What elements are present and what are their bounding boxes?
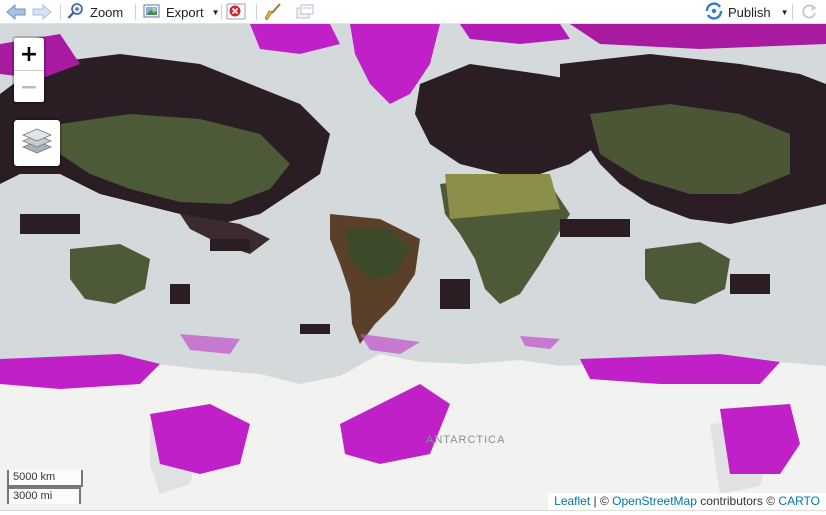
scale-bar: 5000 km 3000 mi <box>7 470 83 504</box>
layers-icon <box>21 127 53 160</box>
viewer-toolbar: Zoom Export ▼ Publish ▼ <box>0 0 826 24</box>
refresh-button[interactable] <box>800 2 818 22</box>
layers-control-button[interactable] <box>12 118 62 168</box>
openstreetmap-link[interactable]: OpenStreetMap <box>612 494 697 508</box>
zoom-out-button[interactable]: − <box>14 70 44 103</box>
attribution-contributors: contributors © <box>696 494 779 508</box>
refresh-icon <box>800 3 818 21</box>
zoom-button[interactable]: Zoom <box>67 2 123 22</box>
toolbar-divider <box>60 4 61 20</box>
back-arrow-icon[interactable] <box>6 2 26 22</box>
map-raster-layer <box>0 24 826 510</box>
broom-icon <box>264 3 282 21</box>
antarctica-label: ANTARCTICA <box>426 434 506 446</box>
scale-km: 5000 km <box>7 470 83 487</box>
chevron-down-icon: ▼ <box>780 7 789 17</box>
popout-window-button[interactable] <box>296 2 314 22</box>
toolbar-divider <box>221 4 222 20</box>
zoom-label: Zoom <box>90 4 124 20</box>
toolbar-divider <box>792 4 793 20</box>
forward-arrow-icon[interactable] <box>32 2 52 22</box>
popout-window-icon <box>296 4 314 20</box>
carto-link[interactable]: CARTO <box>778 494 820 508</box>
export-label: Export <box>166 4 204 20</box>
zoom-control: + − <box>12 36 46 104</box>
clear-broom-button[interactable] <box>264 2 282 22</box>
publish-button[interactable]: Publish ▼ <box>704 1 789 23</box>
export-button[interactable]: Export ▼ <box>143 2 220 22</box>
attribution-separator: | © <box>590 494 613 508</box>
export-image-icon <box>143 3 161 22</box>
chevron-down-icon: ▼ <box>211 7 220 17</box>
zoom-in-button[interactable]: + <box>19 41 39 67</box>
publish-icon <box>704 1 724 23</box>
leaflet-link[interactable]: Leaflet <box>554 494 591 508</box>
world-map[interactable]: + − ANTARCTICA 5000 km 3000 mi Leaflet |… <box>0 24 826 510</box>
bottom-border <box>0 510 826 515</box>
toolbar-divider <box>135 4 136 20</box>
remove-button[interactable] <box>226 2 246 22</box>
map-attribution: Leaflet | © OpenStreetMap contributors ©… <box>548 493 826 510</box>
toolbar-divider <box>256 4 257 20</box>
zoom-magnifier-icon <box>67 2 85 23</box>
publish-label: Publish <box>728 4 771 20</box>
scale-mi: 3000 mi <box>7 487 81 504</box>
close-circle-icon <box>226 3 246 21</box>
